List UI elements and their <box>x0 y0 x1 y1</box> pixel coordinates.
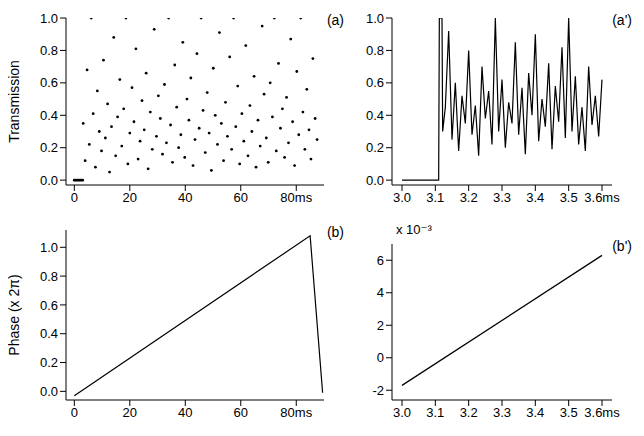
svg-text:1.0: 1.0 <box>40 240 58 255</box>
svg-text:3.0: 3.0 <box>393 190 411 205</box>
svg-text:-2: -2 <box>372 383 384 398</box>
svg-text:80ms: 80ms <box>280 405 312 420</box>
html-text:(a'): (a') <box>612 12 632 28</box>
svg-text:20: 20 <box>123 190 137 205</box>
svg-text:0.2: 0.2 <box>40 355 58 370</box>
svg-text:0.4: 0.4 <box>366 108 384 123</box>
svg-text:40: 40 <box>178 190 192 205</box>
svg-text:4: 4 <box>377 285 384 300</box>
svg-text:3.5: 3.5 <box>560 190 578 205</box>
svg-text:0.4: 0.4 <box>40 108 58 123</box>
svg-text:0.2: 0.2 <box>366 140 384 155</box>
svg-text:60: 60 <box>234 190 248 205</box>
svg-text:3.3: 3.3 <box>493 190 511 205</box>
svg-text:3.2: 3.2 <box>460 190 478 205</box>
svg-text:0: 0 <box>71 190 78 205</box>
svg-text:Transmission: Transmission <box>8 60 22 143</box>
svg-text:0: 0 <box>71 405 78 420</box>
svg-text:2: 2 <box>377 318 384 333</box>
svg-text:0.8: 0.8 <box>366 43 384 58</box>
svg-text:0.8: 0.8 <box>40 43 58 58</box>
svg-text:0.6: 0.6 <box>40 298 58 313</box>
svg-text:0.6: 0.6 <box>366 75 384 90</box>
svg-text:3.2: 3.2 <box>460 405 478 420</box>
svg-text:0.4: 0.4 <box>40 326 58 341</box>
svg-text:0.0: 0.0 <box>40 384 58 399</box>
svg-text:1.0: 1.0 <box>40 11 58 26</box>
svg-text:0: 0 <box>377 350 384 365</box>
svg-text:3.6ms: 3.6ms <box>584 190 620 205</box>
svg-text:3.3: 3.3 <box>493 405 511 420</box>
svg-text:3.1: 3.1 <box>426 405 444 420</box>
svg-text:3.0: 3.0 <box>393 405 411 420</box>
svg-text:3.4: 3.4 <box>526 190 544 205</box>
svg-text:0.0: 0.0 <box>366 173 384 188</box>
svg-text:Phase (x 2π): Phase (x 2π) <box>8 274 22 355</box>
svg-text:6: 6 <box>377 253 384 268</box>
svg-text:40: 40 <box>178 405 192 420</box>
svg-text:0.0: 0.0 <box>40 173 58 188</box>
svg-text:20: 20 <box>123 405 137 420</box>
html-text:(b'): (b') <box>612 238 632 254</box>
svg-text:0.2: 0.2 <box>40 140 58 155</box>
svg-text:1.0: 1.0 <box>366 11 384 26</box>
svg-text:3.6ms: 3.6ms <box>584 405 620 420</box>
svg-text:60: 60 <box>234 405 248 420</box>
html-text:(a): (a) <box>326 12 344 28</box>
svg-text:3.4: 3.4 <box>526 405 544 420</box>
svg-text:3.5: 3.5 <box>560 405 578 420</box>
svg-text:80ms: 80ms <box>280 190 312 205</box>
svg-text:0.8: 0.8 <box>40 269 58 284</box>
html-text:x 10⁻³: x 10⁻³ <box>396 222 432 237</box>
html-text:(b): (b) <box>326 224 344 240</box>
svg-text:3.1: 3.1 <box>426 190 444 205</box>
svg-text:0.6: 0.6 <box>40 75 58 90</box>
